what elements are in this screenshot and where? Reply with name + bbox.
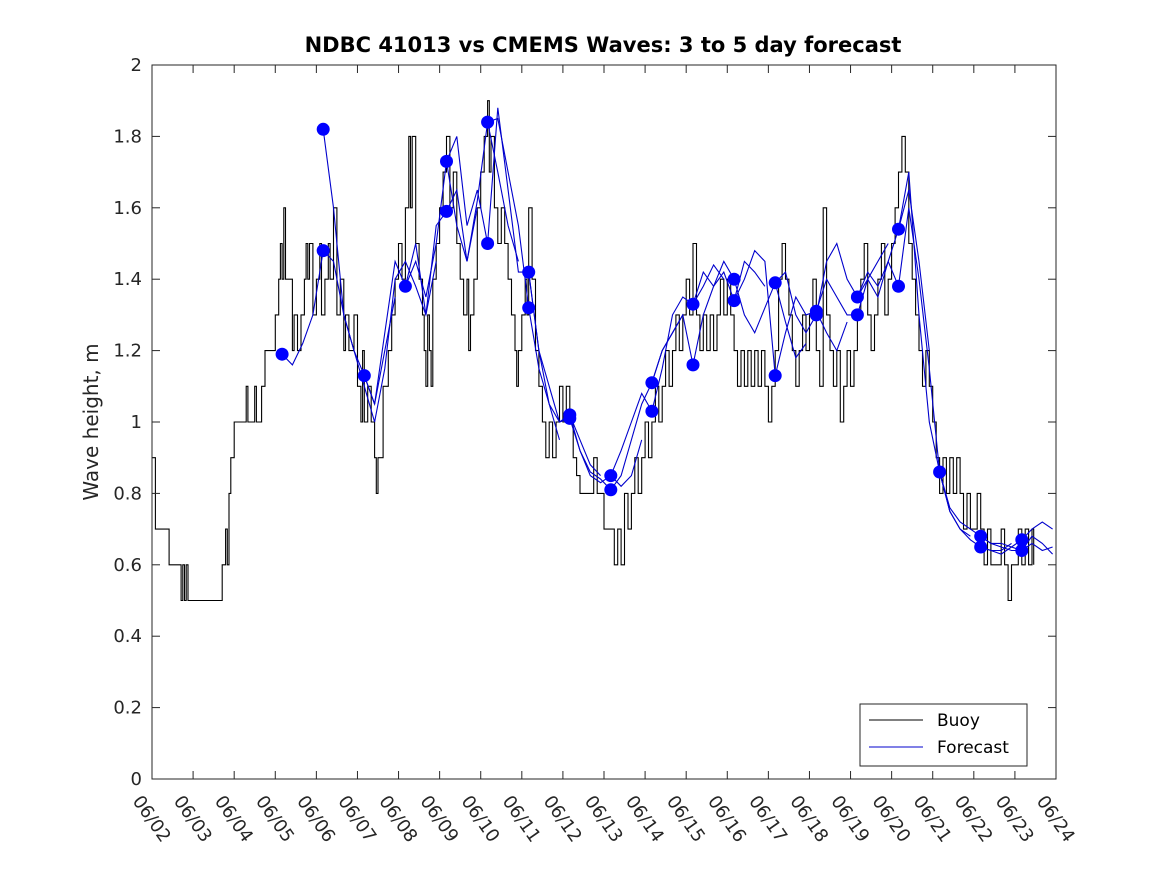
forecast-start-marker xyxy=(686,358,700,372)
legend: Buoy Forecast xyxy=(859,703,1028,767)
legend-label-buoy: Buoy xyxy=(937,711,980,731)
forecast-line-13 xyxy=(774,242,889,334)
forecast-start-marker xyxy=(1015,533,1029,547)
forecast-start-marker xyxy=(850,290,864,304)
x-tick-label: 06/19 xyxy=(826,792,873,847)
x-tick-label: 06/14 xyxy=(621,792,668,847)
x-tick-label: 06/03 xyxy=(169,792,216,847)
forecast-line-5 xyxy=(445,107,561,441)
forecast-start-marker xyxy=(316,122,330,136)
forecast-start-marker xyxy=(974,540,988,554)
forecast-start-marker xyxy=(1015,544,1029,557)
forecast-start-marker xyxy=(481,115,495,129)
x-tick-label: 06/11 xyxy=(498,792,545,847)
forecast-start-marker xyxy=(933,465,947,479)
x-tick-label: 06/12 xyxy=(539,792,586,847)
forecast-line-4 xyxy=(404,121,519,315)
y-tick-label: 0 xyxy=(131,769,142,790)
x-tick-label: 06/23 xyxy=(991,792,1038,847)
forecast-start-marker xyxy=(522,301,536,315)
x-tick-label: 06/18 xyxy=(785,792,832,847)
x-tick-label: 06/05 xyxy=(251,792,298,847)
forecast-line-16 xyxy=(897,172,1012,552)
y-tick-label: 1.2 xyxy=(113,341,142,362)
forecast-start-marker xyxy=(727,294,741,308)
forecast-start-marker xyxy=(645,376,659,390)
x-tick-label: 06/10 xyxy=(457,792,504,847)
forecast-line-6 xyxy=(487,117,601,476)
y-tick-label: 1.6 xyxy=(113,198,142,219)
forecast-line-10 xyxy=(651,260,766,383)
forecast-line-7 xyxy=(528,272,643,488)
forecast-line-17 xyxy=(939,471,1053,552)
buoy-line xyxy=(152,100,1035,602)
plot-area xyxy=(152,65,1056,779)
x-tick-label: 06/16 xyxy=(703,792,750,847)
forecast-start-marker xyxy=(563,411,577,425)
buoy-series xyxy=(152,100,1035,602)
forecast-start-marker xyxy=(850,308,864,322)
forecast-start-marker xyxy=(892,222,905,236)
forecast-start-marker xyxy=(357,369,371,383)
forecast-start-marker xyxy=(768,276,782,290)
forecast-start-marker xyxy=(604,483,618,497)
legend-box xyxy=(859,703,1028,767)
forecast-start-marker xyxy=(809,308,823,322)
x-tick-label: 06/06 xyxy=(292,792,339,847)
legend-label-forecast: Forecast xyxy=(937,738,1009,758)
x-tick-label: 06/02 xyxy=(128,792,175,847)
y-tick-label: 1 xyxy=(131,412,142,433)
forecast-series-group xyxy=(281,107,1053,555)
forecast-start-marker xyxy=(522,265,536,279)
forecast-start-marker xyxy=(686,297,700,311)
forecast-start-marker xyxy=(275,347,289,361)
forecast-start-marker xyxy=(440,154,453,168)
y-tick-label: 0.4 xyxy=(113,626,142,647)
y-tick-label: 0.6 xyxy=(113,555,142,576)
x-tick-label: 06/15 xyxy=(662,792,709,847)
x-tick-label: 06/08 xyxy=(374,792,421,847)
x-tick-label: 06/17 xyxy=(744,792,791,847)
x-tick-label: 06/21 xyxy=(909,792,956,847)
x-tick-label: 06/07 xyxy=(333,792,380,847)
forecast-start-marker xyxy=(316,244,330,258)
y-tick-label: 0.2 xyxy=(113,698,142,719)
x-tick-label: 06/13 xyxy=(580,792,627,847)
x-tick-label: 06/22 xyxy=(950,792,997,847)
x-tick-label: 06/24 xyxy=(1032,792,1079,847)
x-tick-label: 06/20 xyxy=(868,792,915,847)
y-tick-label: 1.8 xyxy=(113,126,142,147)
x-tick-label: 06/09 xyxy=(416,792,463,847)
y-axis: 0 0.2 0.4 0.6 0.8 1 1.2 1.4 1.6 1.8 2 xyxy=(113,55,1056,790)
forecast-start-marker xyxy=(398,279,412,293)
y-tick-label: 1.4 xyxy=(113,269,142,290)
forecast-start-marker xyxy=(481,237,495,250)
chart-title: NDBC 41013 vs CMEMS Waves: 3 to 5 day fo… xyxy=(305,33,902,57)
forecast-start-marker xyxy=(440,204,453,218)
forecast-start-marker xyxy=(645,404,659,418)
y-axis-label: Wave height, m xyxy=(79,343,103,500)
forecast-start-marker xyxy=(727,272,741,286)
forecast-line-12 xyxy=(733,249,848,376)
forecast-marker-group xyxy=(275,115,1029,557)
y-tick-label: 2 xyxy=(131,55,142,76)
forecast-start-marker xyxy=(892,279,905,293)
x-tick-label: 06/04 xyxy=(210,792,257,847)
forecast-start-marker xyxy=(974,529,988,543)
forecast-line-2 xyxy=(322,129,437,423)
forecast-start-marker xyxy=(768,369,782,383)
y-tick-label: 0.8 xyxy=(113,483,142,504)
forecast-start-marker xyxy=(604,469,618,483)
